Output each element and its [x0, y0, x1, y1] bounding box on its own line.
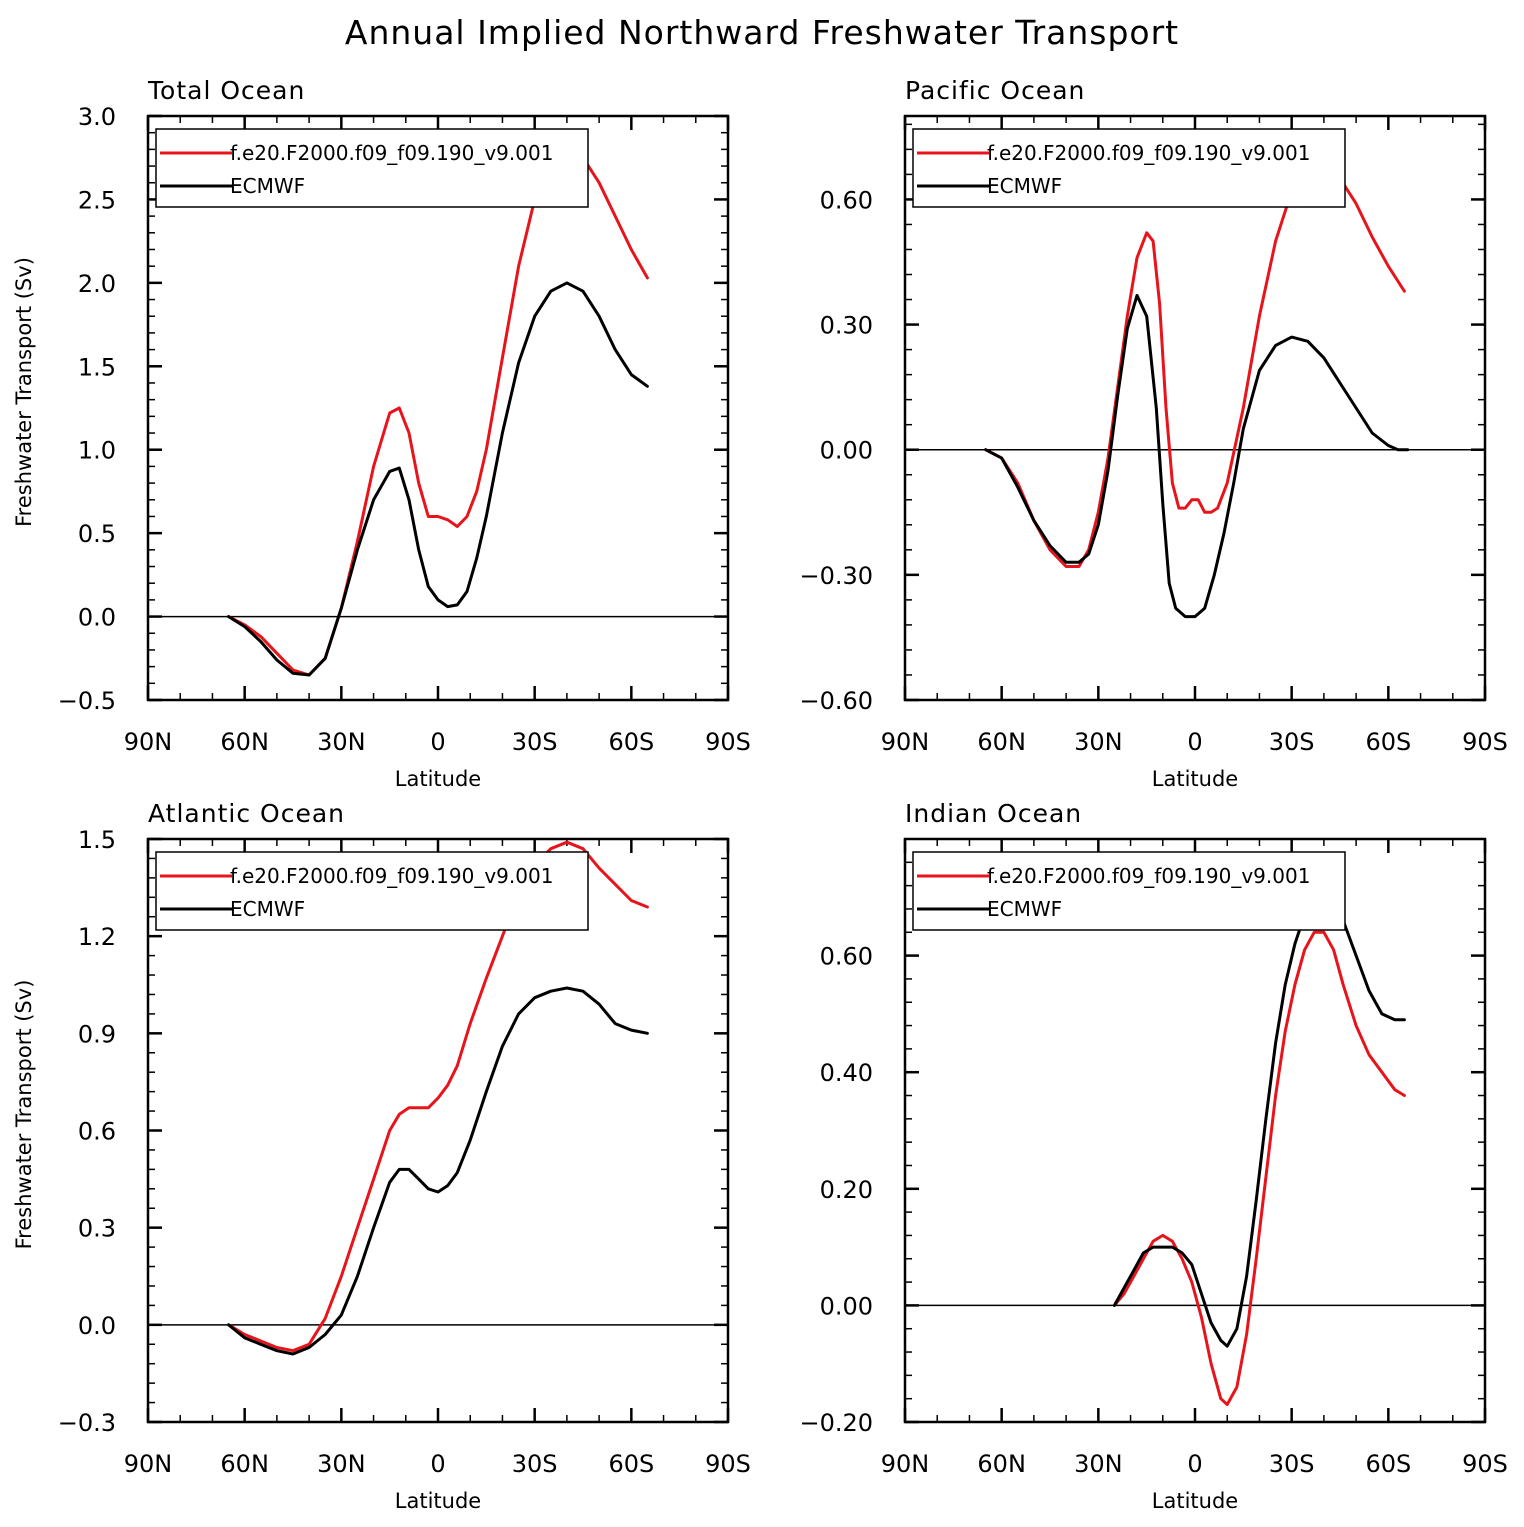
x-tick-label: 30S	[512, 728, 558, 756]
x-tick-label: 60S	[608, 728, 654, 756]
legend-box	[912, 851, 1346, 931]
y-axis-label: Freshwater Transport (Sv)	[12, 257, 36, 527]
x-tick-label: 60S	[1365, 728, 1411, 756]
panel-1: 90N 60N 30N 0 30S 60S 90S −0.60 −0.30 0.00 0.30 0.6…	[799, 76, 1507, 791]
x-tick-label: 30S	[1269, 728, 1315, 756]
legend-label: ECMWF	[987, 897, 1062, 921]
panel-2: 90N 60N 30N 0 30S 60S 90S −0.3 0.0 0.3 0.6 0.9 1.2 1.…	[12, 799, 751, 1513]
x-tick-label: 60S	[1365, 1450, 1411, 1478]
y-tick-label: 0.3	[78, 1215, 116, 1243]
y-tick-label: 1.5	[78, 353, 116, 381]
y-tick-label: −0.30	[799, 562, 873, 590]
y-tick-label: 0.20	[820, 1176, 873, 1204]
x-tick-label: 30N	[1074, 728, 1123, 756]
x-tick-label: 30N	[317, 1450, 366, 1478]
x-tick-label: 0	[430, 1450, 445, 1478]
figure-title: Annual Implied Northward Freshwater Tran…	[345, 13, 1179, 52]
legend: f.e20.F2000.f09_f09.190_v9.001 ECMWF	[912, 851, 1346, 931]
x-tick-label: 60N	[977, 728, 1026, 756]
legend-label: ECMWF	[230, 897, 305, 921]
y-tick-label: −0.60	[799, 687, 873, 715]
y-tick-label: 0.40	[820, 1059, 873, 1087]
x-axis-label: Latitude	[1152, 1489, 1238, 1513]
x-tick-label: 90S	[1462, 1450, 1508, 1478]
x-tick-label: 90S	[705, 1450, 751, 1478]
panel-3: 90N 60N 30N 0 30S 60S 90S −0.20 0.00 0.20 0.40 0.60…	[799, 799, 1507, 1513]
x-tick-label: 0	[1187, 728, 1202, 756]
y-tick-label: 0.5	[78, 520, 116, 548]
legend-label: ECMWF	[230, 174, 305, 198]
x-tick-label: 90S	[1462, 728, 1508, 756]
series-line-0	[984, 164, 1406, 568]
series-line-0	[227, 840, 649, 1353]
y-tick-label: −0.20	[799, 1409, 873, 1437]
y-tick-label: 0.30	[820, 312, 873, 340]
y-tick-label: 1.2	[78, 923, 116, 951]
legend: f.e20.F2000.f09_f09.190_v9.001 ECMWF	[912, 128, 1346, 208]
y-tick-label: 1.5	[78, 826, 116, 854]
x-tick-label: 90N	[881, 1450, 930, 1478]
y-tick-label: −0.3	[58, 1409, 116, 1437]
x-axis-label: Latitude	[1152, 767, 1238, 791]
y-tick-label: 1.0	[78, 437, 116, 465]
series-line-0	[1112, 930, 1406, 1406]
x-tick-label: 30N	[1074, 1450, 1123, 1478]
legend-box	[155, 128, 589, 208]
y-tick-label: −0.5	[58, 687, 116, 715]
legend-label: ECMWF	[987, 174, 1062, 198]
x-tick-label: 0	[1187, 1450, 1202, 1478]
series-line-1	[984, 293, 1410, 619]
series-line-1	[1112, 890, 1406, 1348]
x-tick-label: 60N	[220, 1450, 269, 1478]
x-tick-label: 90S	[705, 728, 751, 756]
x-tick-label: 90N	[124, 1450, 173, 1478]
y-tick-label: 0.60	[820, 943, 873, 971]
legend-box	[912, 128, 1346, 208]
x-axis-label: Latitude	[395, 1489, 481, 1513]
legend-label: f.e20.F2000.f09_f09.190_v9.001	[230, 864, 553, 888]
y-tick-label: 0.00	[820, 1292, 873, 1320]
y-tick-label: 2.5	[78, 186, 116, 214]
x-tick-label: 90N	[881, 728, 930, 756]
panel-title: Total Ocean	[147, 76, 305, 105]
y-tick-label: 0.60	[820, 186, 873, 214]
legend-label: f.e20.F2000.f09_f09.190_v9.001	[987, 864, 1310, 888]
x-axis-label: Latitude	[395, 767, 481, 791]
y-tick-label: 2.0	[78, 270, 116, 298]
y-tick-label: 0.0	[78, 604, 116, 632]
series-line-0	[227, 147, 649, 677]
y-tick-label: 0.6	[78, 1118, 116, 1146]
legend-label: f.e20.F2000.f09_f09.190_v9.001	[987, 141, 1310, 165]
panel-title: Pacific Ocean	[905, 76, 1085, 105]
legend: f.e20.F2000.f09_f09.190_v9.001 ECMWF	[155, 128, 589, 208]
x-tick-label: 30N	[317, 728, 366, 756]
y-tick-label: 3.0	[78, 103, 116, 131]
legend-label: f.e20.F2000.f09_f09.190_v9.001	[230, 141, 553, 165]
panel-title: Atlantic Ocean	[148, 799, 345, 828]
x-tick-label: 60N	[977, 1450, 1026, 1478]
series-line-1	[227, 986, 649, 1356]
x-tick-label: 0	[430, 728, 445, 756]
panel-title: Indian Ocean	[905, 799, 1082, 828]
y-tick-label: 0.0	[78, 1312, 116, 1340]
legend: f.e20.F2000.f09_f09.190_v9.001 ECMWF	[155, 851, 589, 931]
legend-box	[155, 851, 589, 931]
x-tick-label: 90N	[124, 728, 173, 756]
y-tick-label: 0.00	[820, 437, 873, 465]
y-axis-label: Freshwater Transport (Sv)	[12, 980, 36, 1250]
y-tick-label: 0.9	[78, 1020, 116, 1048]
panel-0: 90N 60N 30N 0 30S 60S 90S −0.5 0.0 0.5 1.0 1.5 2.0 2.…	[12, 76, 751, 791]
series-line-1	[227, 281, 649, 677]
x-tick-label: 30S	[512, 1450, 558, 1478]
x-tick-label: 60N	[220, 728, 269, 756]
x-tick-label: 60S	[608, 1450, 654, 1478]
x-tick-label: 30S	[1269, 1450, 1315, 1478]
